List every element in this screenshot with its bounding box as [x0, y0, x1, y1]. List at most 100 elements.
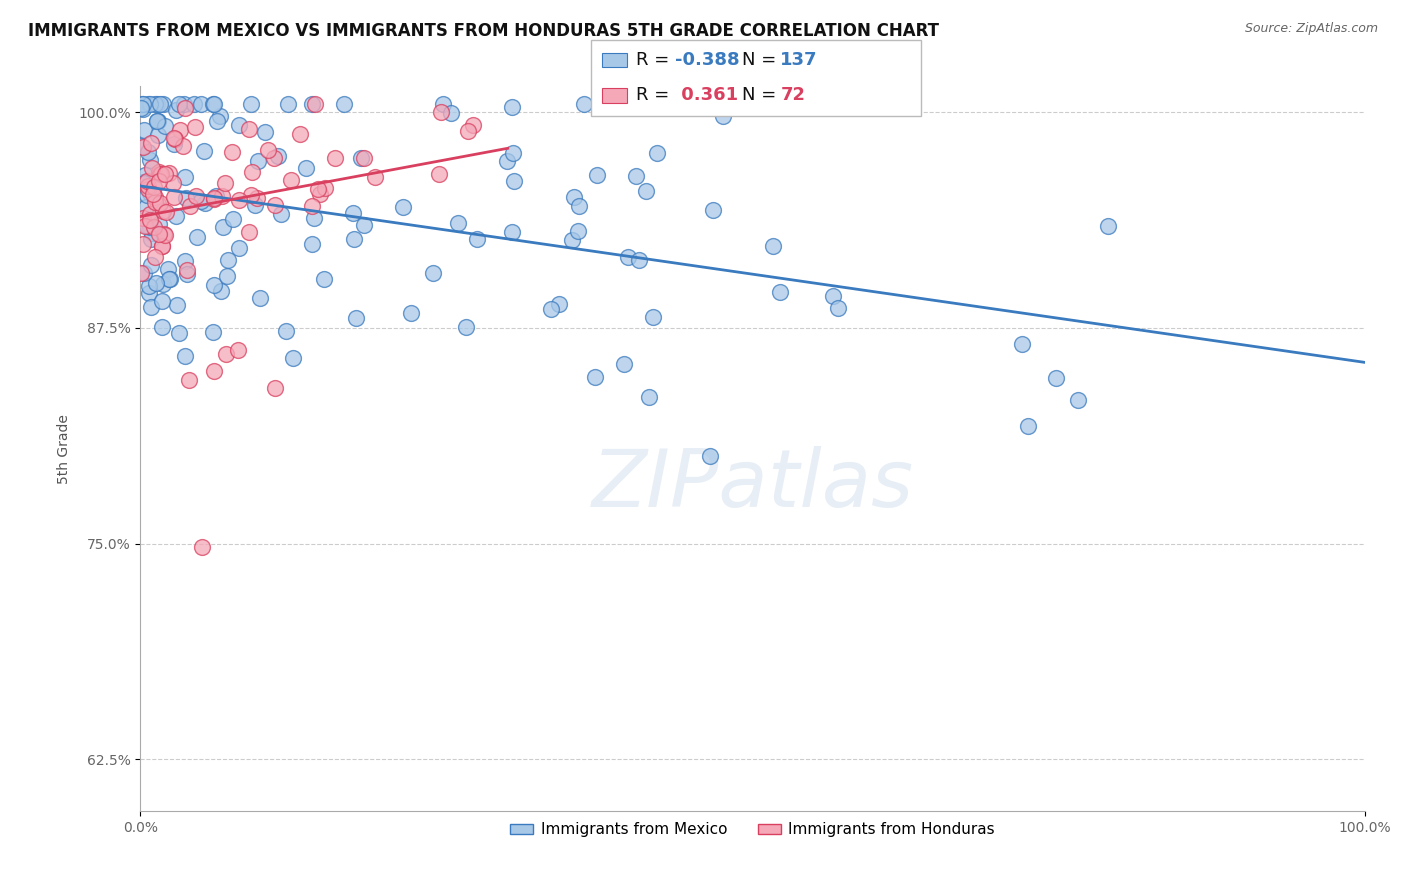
Point [169, 123, 191, 137]
Point [165, 209, 187, 223]
Point [134, 266, 156, 280]
Point [145, 277, 167, 291]
Point [153, 228, 176, 243]
Point [132, 96, 155, 111]
Point [186, 189, 208, 203]
Point [240, 165, 263, 179]
Point [294, 161, 316, 176]
Point [153, 168, 176, 182]
Point [302, 211, 325, 225]
Point [132, 237, 155, 252]
Point [342, 206, 364, 220]
Point [163, 131, 186, 145]
Point [205, 114, 228, 128]
Point [350, 152, 373, 166]
Point [270, 207, 292, 221]
Legend: Immigrants from Mexico, Immigrants from Honduras: Immigrants from Mexico, Immigrants from … [505, 816, 1001, 844]
Point [263, 198, 285, 212]
Point [148, 114, 170, 128]
Point [332, 96, 354, 111]
Point [281, 351, 304, 366]
Point [215, 269, 238, 284]
Point [228, 193, 250, 207]
Point [228, 241, 250, 255]
Point [201, 96, 224, 111]
Point [172, 138, 194, 153]
Point [129, 266, 152, 280]
Point [641, 310, 664, 324]
Point [422, 266, 444, 280]
Point [134, 176, 156, 190]
Point [627, 252, 650, 267]
Point [176, 267, 198, 281]
Point [139, 206, 162, 220]
Point [312, 272, 335, 286]
Point [502, 146, 524, 161]
Point [239, 96, 262, 111]
Point [132, 102, 155, 116]
Point [153, 227, 176, 241]
Point [150, 294, 173, 309]
Point [228, 118, 250, 132]
Point [201, 326, 224, 340]
Point [152, 204, 174, 219]
Point [194, 196, 217, 211]
Point [280, 172, 302, 186]
Point [174, 349, 197, 363]
Point [136, 145, 159, 159]
Point [583, 369, 606, 384]
Point [149, 196, 172, 211]
Point [167, 326, 190, 341]
Point [1097, 219, 1119, 234]
Point [427, 167, 450, 181]
Point [150, 320, 173, 334]
Point [157, 272, 180, 286]
Point [150, 239, 173, 253]
Point [202, 96, 225, 111]
Point [132, 123, 155, 137]
Point [136, 182, 159, 196]
Point [139, 153, 162, 168]
Point [143, 190, 166, 204]
Point [353, 151, 375, 165]
Point [221, 145, 243, 160]
Point [208, 109, 231, 123]
Point [457, 124, 479, 138]
Point [432, 96, 454, 111]
Point [501, 100, 523, 114]
Point [562, 190, 585, 204]
Point [540, 301, 562, 316]
Text: N =: N = [742, 51, 782, 69]
Text: 0.361: 0.361 [675, 87, 738, 104]
Point [131, 96, 153, 111]
Point [141, 226, 163, 240]
Point [146, 197, 169, 211]
Point [307, 181, 329, 195]
Point [202, 191, 225, 205]
Point [190, 96, 212, 111]
Text: N =: N = [742, 87, 782, 104]
Text: Source: ZipAtlas.com: Source: ZipAtlas.com [1244, 22, 1378, 36]
Point [135, 219, 157, 233]
Point [617, 250, 640, 264]
Point [215, 347, 238, 361]
Point [762, 239, 785, 253]
Point [157, 261, 180, 276]
Point [145, 114, 167, 128]
Point [183, 120, 205, 134]
Point [364, 169, 387, 184]
Point [186, 230, 208, 244]
Point [193, 144, 215, 158]
Point [699, 449, 721, 463]
Point [440, 106, 463, 120]
Point [202, 364, 225, 378]
Point [136, 96, 159, 111]
Point [165, 103, 187, 117]
Point [636, 184, 658, 198]
Point [165, 132, 187, 146]
Point [501, 225, 523, 239]
Point [454, 319, 477, 334]
Point [496, 153, 519, 168]
Point [173, 96, 195, 111]
Point [179, 373, 201, 387]
